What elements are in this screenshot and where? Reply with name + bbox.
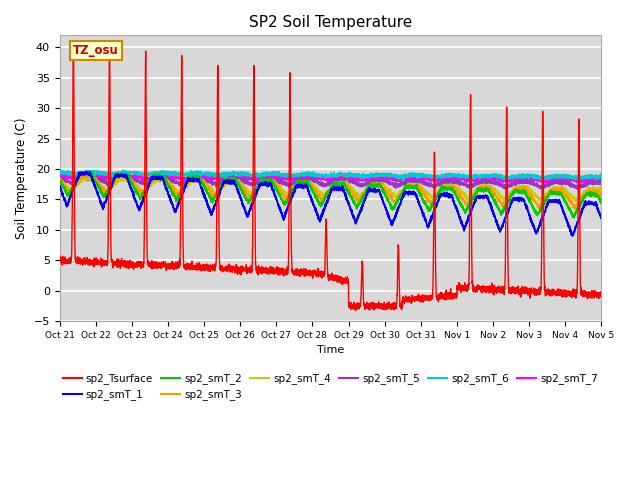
Text: TZ_osu: TZ_osu	[73, 44, 119, 57]
Title: SP2 Soil Temperature: SP2 Soil Temperature	[249, 15, 412, 30]
Legend: sp2_Tsurface, sp2_smT_1, sp2_smT_2, sp2_smT_3, sp2_smT_4, sp2_smT_5, sp2_smT_6, : sp2_Tsurface, sp2_smT_1, sp2_smT_2, sp2_…	[59, 369, 602, 405]
X-axis label: Time: Time	[317, 345, 344, 355]
Y-axis label: Soil Temperature (C): Soil Temperature (C)	[15, 118, 28, 239]
